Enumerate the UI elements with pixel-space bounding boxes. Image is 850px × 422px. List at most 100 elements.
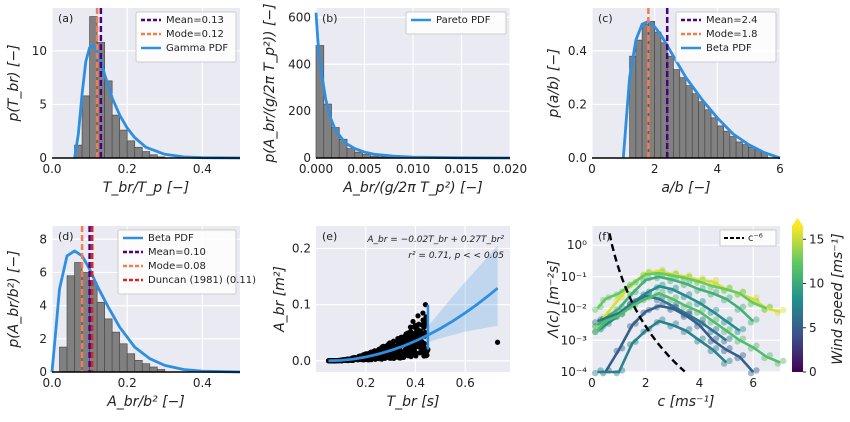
regression-stats: r² = 0.71, p < < 0.05 (408, 251, 504, 261)
panel-b: 0.000 0.005 0.010 0.015 0.020 0 200 400 600 A_br/… (262, 3, 527, 196)
histogram-bar-c (679, 77, 687, 159)
legend-entry-a: Mean=0.13 (166, 15, 224, 26)
legend-entry-d: Mode=0.08 (148, 261, 206, 272)
y-tick-label-e: 0.2 (292, 241, 311, 255)
y-tick-label-b: 0 (303, 151, 311, 165)
scatter-point (368, 357, 374, 363)
histogram-bar-c (716, 125, 724, 159)
spectrum-line (596, 271, 768, 310)
regression-line (328, 287, 499, 363)
x-tick-label-d: 0.4 (193, 376, 212, 390)
spectrum-point (592, 328, 599, 336)
legend-entry-d: Mean=0.10 (148, 247, 206, 258)
histogram-bar-a (134, 146, 143, 159)
histogram-bar-d (119, 343, 128, 373)
x-tick-label-e: 0.4 (406, 376, 425, 390)
y-axis-label-c: p(a/b) [−] (546, 48, 562, 118)
histogram-bar-d (66, 275, 75, 373)
legend-c: Mean=2.4 Mode=1.8 Beta PDF (675, 11, 777, 63)
colorbar-tick-label: 10 (809, 277, 824, 291)
scatter-point (395, 336, 401, 342)
legend-a: Mean=0.13 Mode=0.12 Gamma PDF (135, 11, 237, 63)
histogram-bar-c (635, 39, 643, 159)
y-tick-label-f: 10⁻² (561, 302, 588, 316)
x-tick-label-d: 0.0 (42, 376, 61, 390)
histogram-bar-c (673, 69, 681, 159)
scatter-point (406, 337, 412, 343)
legend-entry-d: Beta PDF (148, 233, 194, 244)
scatter-point (422, 329, 428, 336)
x-tick-label-b: 0.020 (493, 162, 527, 176)
histogram-bar-a (119, 129, 128, 159)
y-tick-label-b: 600 (288, 10, 311, 24)
legend-box-a (135, 11, 237, 63)
y-axis-label-e: A_br [m²] (272, 266, 288, 333)
spectrum-point (739, 325, 747, 333)
pdf-curve-a (73, 44, 241, 160)
spectrum-point (780, 357, 787, 365)
y-tick-label-e: 0.1 (292, 298, 311, 312)
legend-f: c⁻⁶ (719, 229, 777, 247)
spectrum-point (592, 328, 599, 336)
panel-label-d: (d) (58, 230, 74, 243)
histogram-bar-c (698, 101, 706, 159)
y-tick-label-f: 10⁰ (567, 238, 587, 252)
histogram-bar-c (710, 117, 718, 159)
x-tick-label-d: 0.2 (118, 376, 137, 390)
histogram-bar-c (685, 85, 693, 159)
histogram-bar-c (742, 144, 750, 159)
x-tick-label-f: 4 (696, 376, 704, 390)
scatter-point (415, 313, 421, 319)
y-tick-label-d: 2 (39, 332, 47, 346)
spectrum-line (596, 294, 728, 342)
panel-label-f: (f) (598, 230, 610, 243)
x-tick-label-c: 0 (588, 162, 596, 176)
panel-c: 0 2 4 6 0.0 0.2 0.4 a/b [−] p(a/b) [−] (c) Mean=2.… (546, 8, 784, 196)
pdf-curve-c (621, 19, 781, 160)
colorbar-label: Wind speed [ms⁻¹] (830, 233, 846, 365)
histogram-bar-c (735, 141, 743, 159)
y-axis-label-b: p(A_br/(g/2π T_p²)) [−] (262, 3, 278, 163)
x-tick-label-b: 0.000 (299, 162, 333, 176)
spectrum-point (592, 323, 599, 330)
histogram-bar-d (126, 353, 136, 373)
y-tick-label-b: 400 (288, 57, 311, 71)
spectrum-point (592, 323, 599, 330)
x-axis-label-d: A_br/b² [−] (106, 394, 185, 410)
spectrum-line (596, 291, 781, 364)
legend-box-d (117, 229, 237, 295)
scatter-point (408, 353, 414, 360)
colorbar (792, 226, 803, 372)
legend-entry-a: Mode=0.12 (166, 29, 224, 40)
scatter-point (403, 331, 409, 337)
scatter-point (389, 339, 395, 346)
scatter-point (388, 352, 395, 359)
histogram-bar-c (729, 136, 737, 159)
histogram-bar-c (654, 31, 662, 159)
y-tick-label-d: 4 (39, 299, 47, 313)
legend-box-f (719, 229, 777, 247)
legend-b: Pareto PDF (405, 11, 507, 35)
scatter-point (415, 333, 421, 339)
reference-line-c-minus-6 (608, 233, 686, 373)
histogram-bar-a (111, 114, 121, 159)
y-tick-label-a: 0 (39, 151, 47, 165)
legend-entry-c: Mode=1.8 (706, 29, 758, 40)
spectrum-point (726, 335, 733, 342)
histogram-bar-d (104, 318, 113, 373)
spectrum-point (592, 306, 599, 313)
legend-entry-b: Pareto PDF (436, 15, 491, 26)
y-tick-label-a: 10 (32, 44, 47, 58)
colorbar-extend-arrow (792, 218, 803, 226)
colorbar-tick-label: 0 (809, 365, 817, 379)
pdf-curve-d (50, 249, 241, 374)
y-axis-label-d: p(A_br/b²) [−] (6, 250, 22, 348)
scatter-point (379, 353, 385, 360)
histogram-bar-c (691, 93, 699, 159)
scatter-point (384, 353, 390, 359)
spectrum-point (726, 357, 733, 365)
histogram-bar-b (354, 151, 363, 159)
histogram-bar-d (134, 360, 143, 373)
y-tick-label-f: 10⁻¹ (561, 270, 588, 284)
x-axis-label-e: T_br [s] (387, 394, 440, 410)
